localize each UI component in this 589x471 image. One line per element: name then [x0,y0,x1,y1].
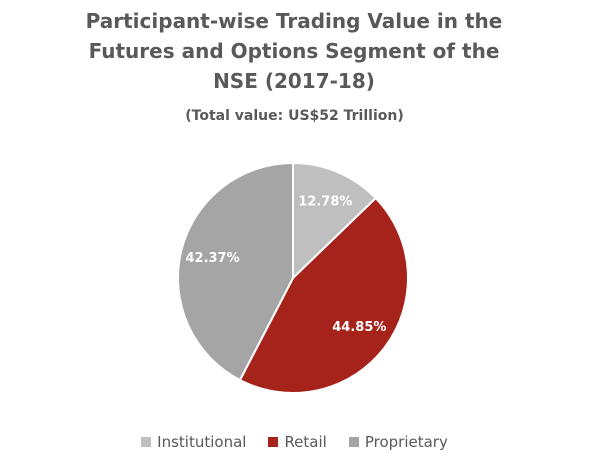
data-label: 42.37% [185,251,239,266]
legend-label: Proprietary [364,433,448,451]
chart-title: Participant-wise Trading Value in the Fu… [85,9,503,93]
legend-label: Institutional [157,433,247,451]
legend-item: Institutional [141,433,246,451]
legend-swatch [268,437,279,447]
legend: Institutional Retail Proprietary [0,433,589,451]
legend-swatch [141,437,152,447]
legend-item: Proprietary [348,433,448,451]
pie-slice [238,196,409,394]
pie-slice [177,161,294,382]
pie-slice [292,161,378,281]
data-label: 12.78% [298,194,352,209]
legend-swatch [348,437,359,447]
legend-item: Retail [268,433,327,451]
chart-subtitle: (Total value: US$52 Trillion) [185,108,404,124]
data-label: 44.85% [332,320,386,335]
legend-label: Retail [284,433,327,451]
